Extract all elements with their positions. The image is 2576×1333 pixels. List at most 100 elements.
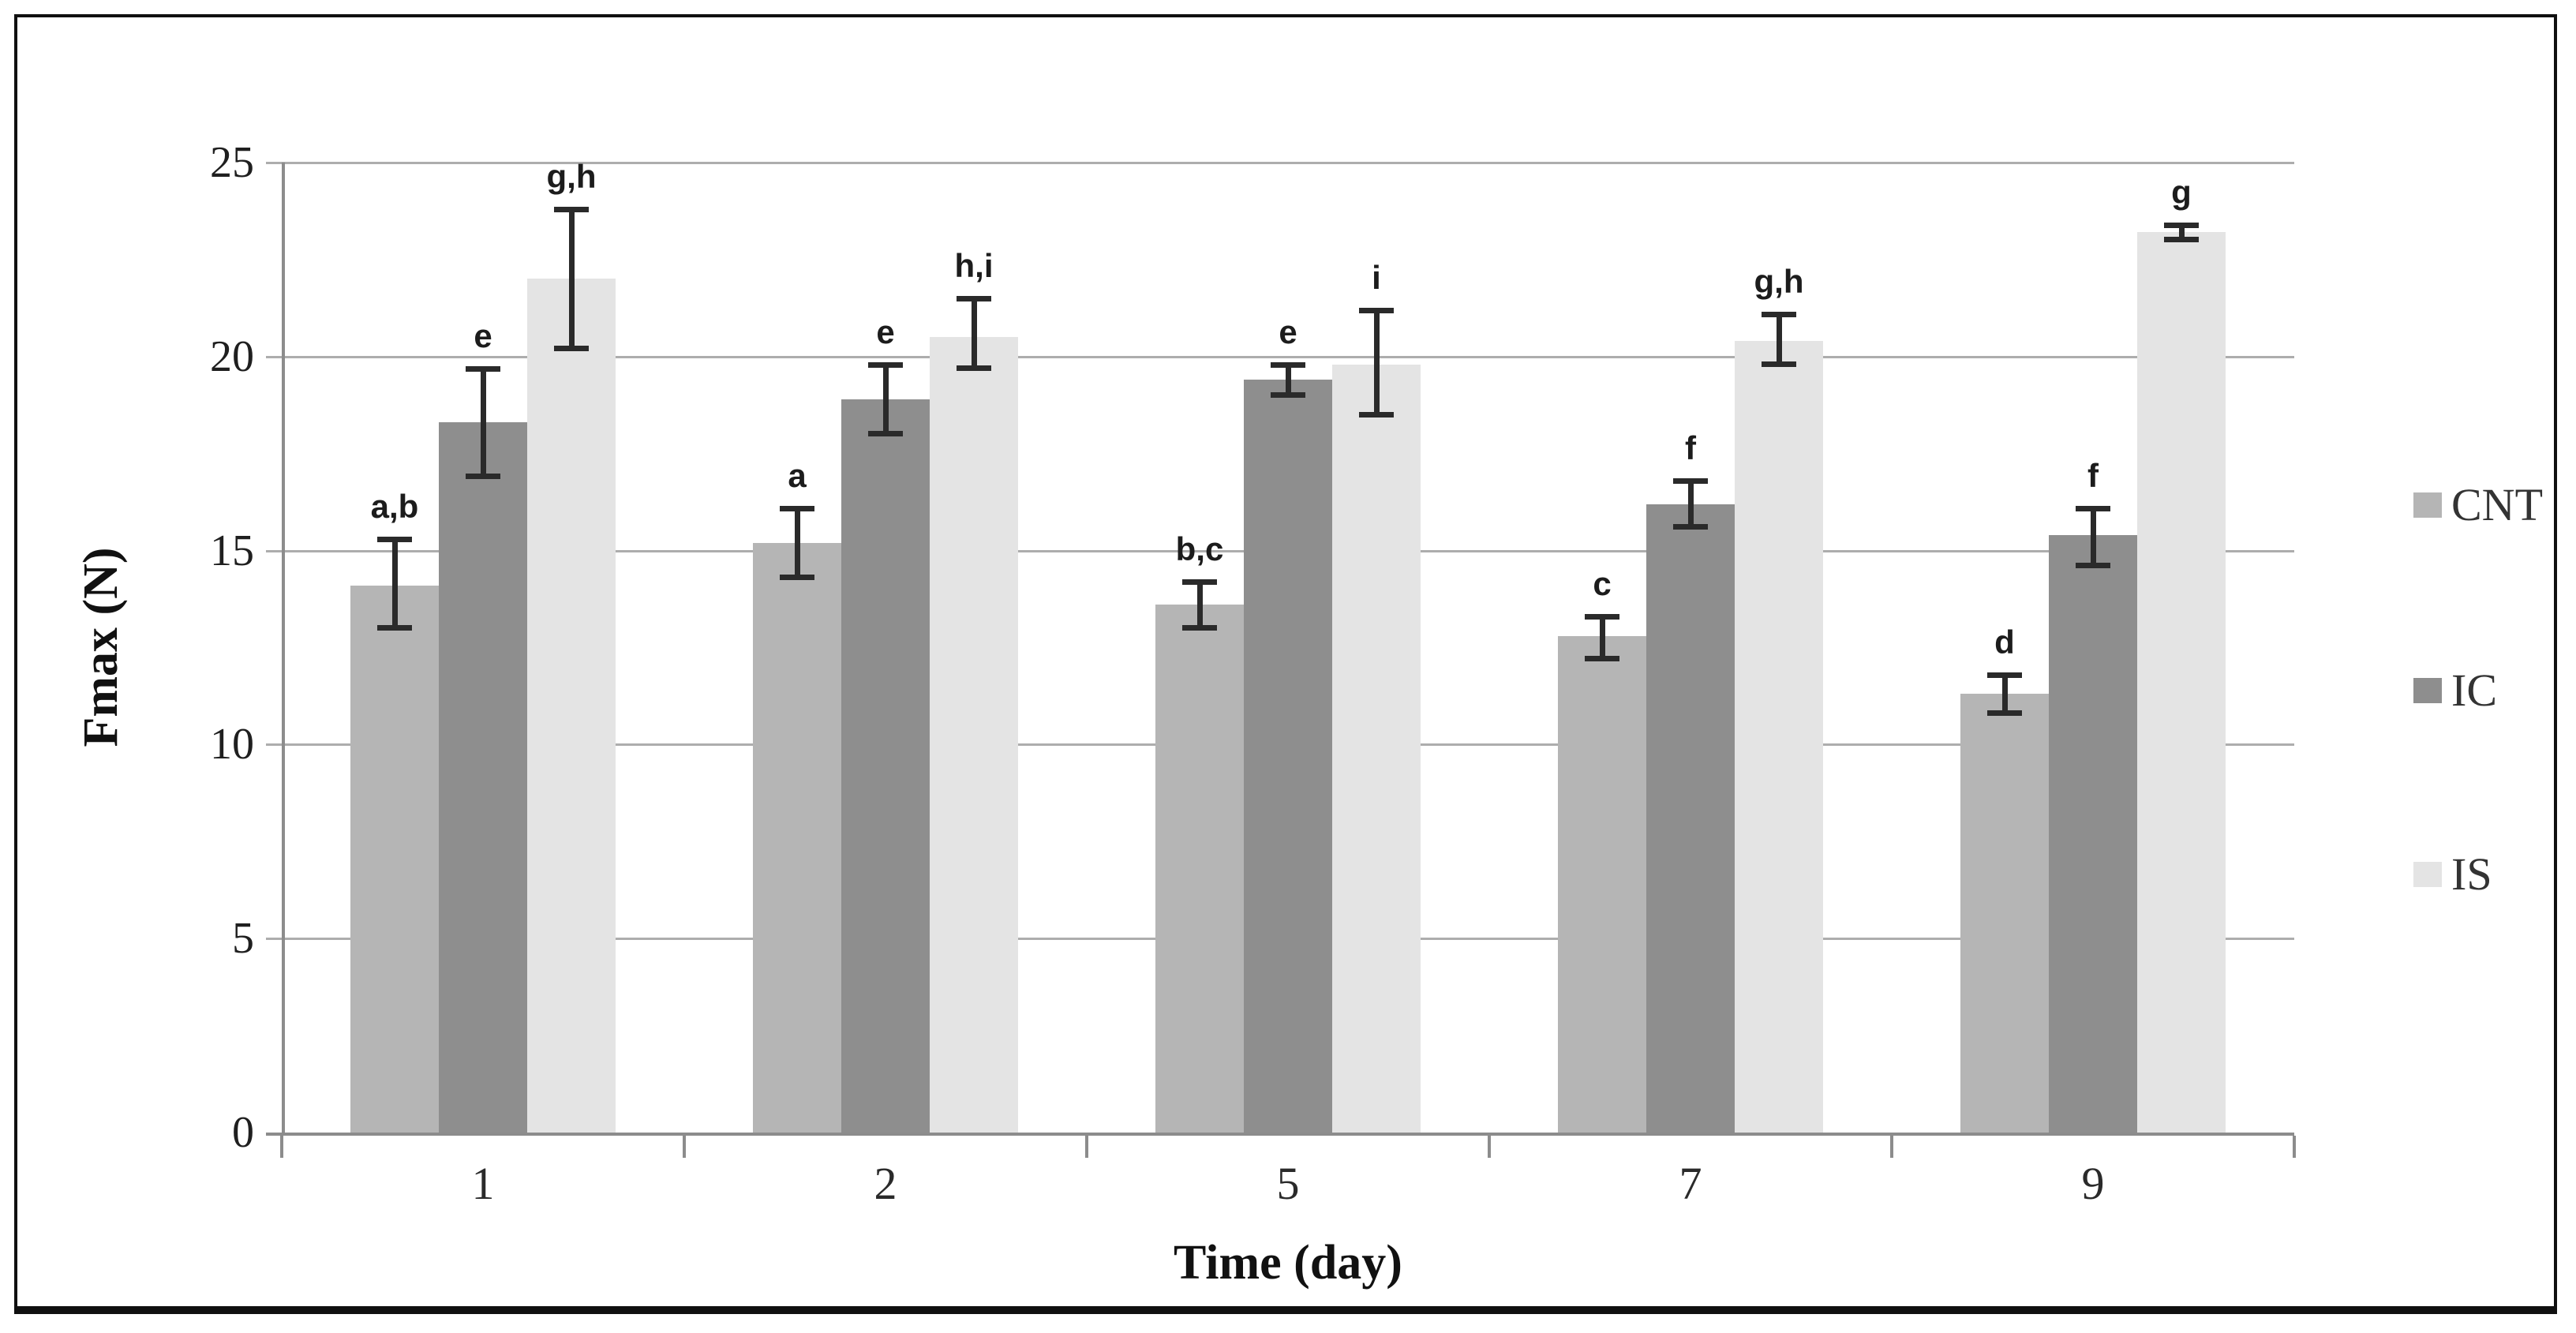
x-category-label-1: 1 xyxy=(471,1158,495,1209)
error-bar-IC-day7 xyxy=(1688,481,1694,528)
error-bar-IC-day9 xyxy=(2091,507,2096,567)
error-cap-top-IS-day2 xyxy=(957,296,991,302)
x-axis-tick-1 xyxy=(683,1136,686,1158)
y-tick-label-15: 15 xyxy=(210,526,254,575)
gridline-y-20 xyxy=(266,355,2294,358)
legend-swatch-CNT xyxy=(2413,492,2442,518)
error-bar-CNT-day2 xyxy=(795,507,800,578)
error-cap-bottom-IC-day9 xyxy=(2076,563,2110,569)
error-cap-bottom-CNT-day5 xyxy=(1182,624,1217,631)
error-bar-CNT-day9 xyxy=(2002,674,2008,714)
bar-IS-day1 xyxy=(527,279,616,1133)
legend-swatch-IS xyxy=(2413,862,2442,887)
error-bar-IC-day2 xyxy=(883,364,889,435)
error-bar-CNT-day1 xyxy=(392,538,398,628)
x-axis-tick-3 xyxy=(1488,1136,1491,1158)
legend-label-IS: IS xyxy=(2451,848,2492,900)
bar-IS-day5 xyxy=(1332,364,1421,1133)
sig-label-CNT-day5: b,c xyxy=(1175,530,1224,567)
error-cap-bottom-CNT-day1 xyxy=(377,624,412,631)
error-cap-bottom-IS-day5 xyxy=(1359,411,1394,417)
error-bar-IC-day1 xyxy=(481,368,486,477)
error-bar-IC-day5 xyxy=(1286,364,1291,395)
legend-label-CNT: CNT xyxy=(2451,479,2543,530)
y-tick-label-5: 5 xyxy=(232,914,254,964)
x-category-label-5: 5 xyxy=(1276,1158,1300,1209)
y-tick-label-25: 25 xyxy=(210,138,254,187)
error-cap-bottom-IS-day9 xyxy=(2164,237,2199,243)
bar-IC-day7 xyxy=(1646,504,1735,1133)
bar-IC-day9 xyxy=(2049,534,2137,1133)
error-cap-top-CNT-day7 xyxy=(1585,614,1619,620)
error-cap-top-CNT-day9 xyxy=(1987,672,2022,678)
error-cap-top-CNT-day1 xyxy=(377,536,412,542)
error-cap-top-IC-day5 xyxy=(1271,361,1305,368)
sig-label-IC-day5: e xyxy=(1279,313,1297,350)
error-cap-top-IC-day2 xyxy=(868,361,903,368)
y-axis-line xyxy=(282,163,285,1136)
x-category-label-7: 7 xyxy=(1679,1158,1702,1209)
error-cap-bottom-IC-day1 xyxy=(466,474,500,480)
x-category-label-9: 9 xyxy=(2081,1158,2105,1209)
x-category-label-2: 2 xyxy=(874,1158,897,1209)
sig-label-IC-day2: e xyxy=(876,313,895,350)
y-tick-label-20: 20 xyxy=(210,331,254,381)
error-bar-CNT-day7 xyxy=(1600,616,1605,660)
error-cap-bottom-IC-day5 xyxy=(1271,391,1305,398)
y-tick-label-0: 0 xyxy=(232,1108,254,1157)
error-cap-bottom-CNT-day9 xyxy=(1987,710,2022,717)
error-cap-bottom-IC-day2 xyxy=(868,431,903,437)
bar-CNT-day5 xyxy=(1155,605,1244,1133)
error-bar-IS-day1 xyxy=(569,208,575,349)
error-cap-top-IC-day7 xyxy=(1673,478,1708,485)
error-cap-bottom-IS-day7 xyxy=(1762,361,1796,367)
bar-CNT-day2 xyxy=(753,542,841,1133)
bar-IS-day7 xyxy=(1735,341,1823,1133)
sig-label-IC-day1: e xyxy=(474,316,492,354)
error-cap-bottom-CNT-day2 xyxy=(780,575,814,580)
bar-IC-day5 xyxy=(1244,380,1332,1133)
sig-label-CNT-day1: a,b xyxy=(370,487,419,525)
error-bar-IS-day5 xyxy=(1374,309,1380,415)
error-cap-bottom-IS-day1 xyxy=(554,345,589,351)
bar-IS-day2 xyxy=(930,337,1018,1133)
error-bar-IS-day9 xyxy=(2179,224,2185,241)
x-axis-tick-4 xyxy=(1890,1136,1893,1158)
legend-swatch-IC xyxy=(2413,678,2442,703)
bar-IC-day1 xyxy=(439,422,527,1133)
error-cap-top-IS-day7 xyxy=(1762,311,1796,317)
bar-CNT-day7 xyxy=(1558,635,1646,1133)
sig-label-CNT-day2: a xyxy=(788,456,807,494)
figure-border-frame xyxy=(14,14,2557,1314)
error-bar-IS-day7 xyxy=(1777,313,1782,365)
bar-CNT-day1 xyxy=(350,585,439,1133)
error-cap-bottom-IC-day7 xyxy=(1673,524,1708,530)
error-cap-top-IC-day9 xyxy=(2076,505,2110,511)
x-axis-baseline xyxy=(266,1133,2294,1136)
x-axis-tick-0 xyxy=(280,1136,283,1158)
error-cap-top-IS-day9 xyxy=(2164,222,2199,228)
gridline-y-25 xyxy=(266,162,2294,164)
y-tick-label-10: 10 xyxy=(210,720,254,769)
error-cap-top-IS-day5 xyxy=(1359,307,1394,313)
y-axis-title: Fmax (N) xyxy=(74,547,128,747)
error-cap-top-IS-day1 xyxy=(554,206,589,212)
bar-IS-day9 xyxy=(2137,232,2226,1133)
sig-label-CNT-day9: d xyxy=(1994,623,2015,661)
legend-label-IC: IC xyxy=(2451,665,2497,716)
error-cap-top-CNT-day5 xyxy=(1182,579,1217,585)
sig-label-IS-day1: g,h xyxy=(546,157,597,195)
sig-label-IC-day7: f xyxy=(1685,429,1696,467)
x-axis-tick-5 xyxy=(2293,1136,2296,1158)
x-axis-title: Time (day) xyxy=(1174,1236,1402,1290)
bar-CNT-day9 xyxy=(1960,694,2049,1133)
error-cap-top-CNT-day2 xyxy=(780,505,814,511)
sig-label-CNT-day7: c xyxy=(1593,565,1612,603)
error-bar-CNT-day5 xyxy=(1197,581,1203,628)
sig-label-IS-day5: i xyxy=(1372,258,1381,296)
x-axis-tick-2 xyxy=(1085,1136,1088,1158)
bar-IC-day2 xyxy=(841,399,930,1133)
error-cap-top-IC-day1 xyxy=(466,365,500,372)
sig-label-IS-day9: g xyxy=(2171,173,2192,211)
error-cap-bottom-CNT-day7 xyxy=(1585,656,1619,662)
